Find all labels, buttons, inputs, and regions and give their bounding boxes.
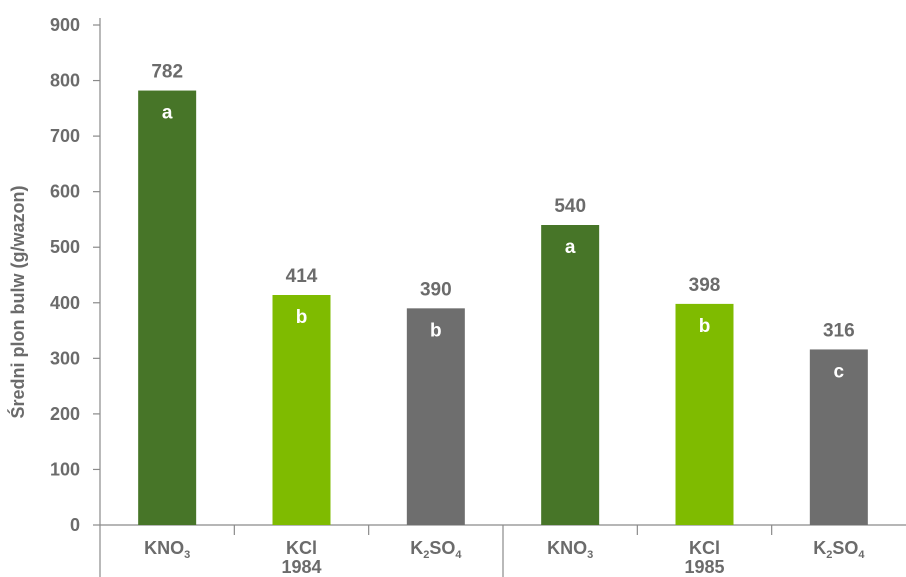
bar-significance-letter: a — [162, 103, 173, 124]
y-tick-label: 700 — [50, 126, 80, 146]
group-label: 1985 — [684, 557, 724, 577]
x-axis: 1984 KNO3 KCl K2SO4 1985 KNO3 KCl K2SO4 — [99, 524, 906, 577]
bar-value-label: 414 — [286, 266, 318, 287]
category-label: KNO3 — [144, 538, 190, 561]
bar-significance-letter: b — [430, 320, 442, 341]
bar — [406, 308, 465, 525]
bars: 782 a 414 b 390 b 540 a 398 b 316 c — [138, 62, 868, 526]
y-tick-label: 400 — [50, 293, 80, 313]
category-label: K2SO4 — [410, 538, 462, 561]
bar-value-label: 782 — [151, 62, 183, 83]
y-tick-label: 600 — [50, 182, 80, 202]
bar — [675, 303, 734, 525]
bar-significance-letter: a — [565, 237, 576, 258]
y-tick-label: 200 — [50, 404, 80, 424]
bar-significance-letter: c — [834, 361, 845, 382]
bar-value-label: 316 — [823, 320, 855, 341]
bar — [272, 295, 331, 525]
category-label: KCl — [286, 538, 317, 558]
bar-value-label: 398 — [689, 275, 721, 296]
y-tick-label: 500 — [50, 237, 80, 257]
bar-significance-letter: b — [296, 307, 308, 328]
y-tick-label: 800 — [50, 71, 80, 91]
bar — [138, 90, 197, 526]
y-tick-label: 100 — [50, 459, 80, 479]
bar-significance-letter: b — [699, 316, 711, 337]
y-axis: 0 100 200 300 400 500 600 700 800 900 — [50, 15, 101, 535]
category-label: K2SO4 — [813, 538, 865, 561]
y-axis-label: Średni plon bulw (g/wazon) — [7, 186, 28, 419]
bar-value-label: 390 — [420, 279, 452, 300]
category-label: KCl — [689, 538, 720, 558]
y-tick-label: 0 — [70, 515, 80, 535]
y-tick-label: 900 — [50, 15, 80, 35]
bar — [809, 349, 868, 525]
group-label: 1984 — [281, 557, 321, 577]
bar — [541, 225, 600, 525]
bar-value-label: 540 — [554, 196, 586, 217]
y-tick-label: 300 — [50, 348, 80, 368]
category-label: KNO3 — [547, 538, 593, 561]
